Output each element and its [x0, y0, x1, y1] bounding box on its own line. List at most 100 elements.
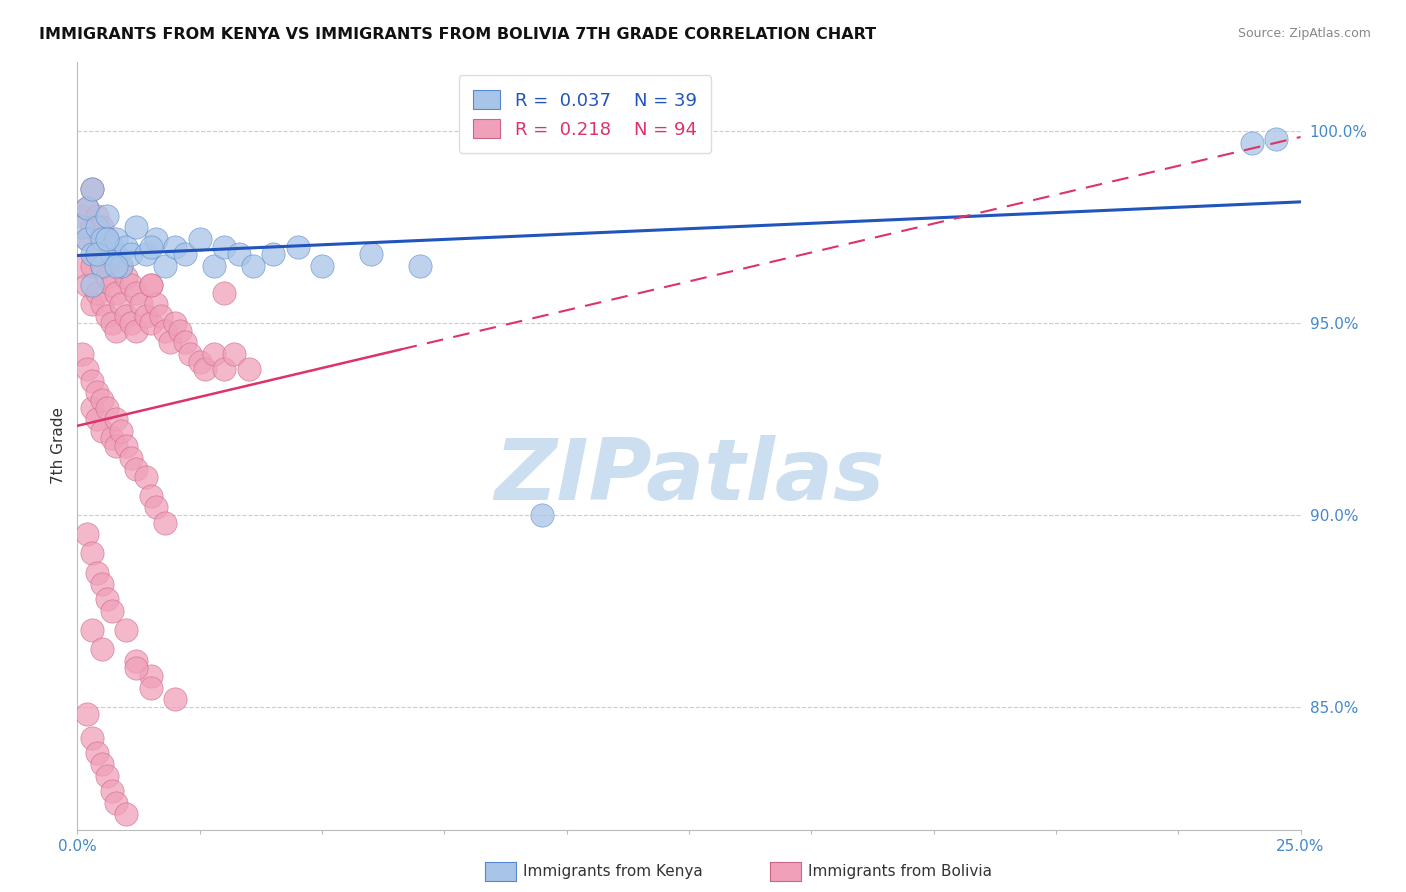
Point	[139, 239, 162, 253]
Point	[105, 285, 128, 300]
Point	[212, 239, 235, 253]
Point	[105, 796, 128, 810]
Point	[90, 297, 112, 311]
Point	[139, 277, 162, 292]
Point	[90, 259, 112, 273]
Point	[80, 297, 103, 311]
Point	[110, 297, 132, 311]
Point	[287, 239, 309, 253]
Point	[76, 201, 98, 215]
Point	[145, 297, 167, 311]
Point	[212, 285, 235, 300]
Point	[115, 270, 138, 285]
Point	[120, 450, 142, 465]
Point	[125, 324, 148, 338]
Point	[222, 347, 245, 361]
Point	[165, 316, 187, 330]
Point	[139, 669, 162, 683]
Point	[76, 201, 98, 215]
Point	[1265, 132, 1288, 146]
Point	[96, 309, 118, 323]
Point	[76, 277, 98, 292]
Point	[179, 347, 201, 361]
Point	[105, 247, 128, 261]
Point	[165, 692, 187, 706]
Point	[110, 259, 132, 273]
Point	[115, 239, 138, 253]
Point	[90, 424, 112, 438]
Point	[145, 500, 167, 515]
Point	[139, 489, 162, 503]
Point	[202, 259, 225, 273]
Point	[129, 297, 152, 311]
Point	[96, 769, 118, 783]
Point	[80, 374, 103, 388]
Point	[100, 316, 122, 330]
Point	[1240, 136, 1263, 150]
Point	[90, 232, 112, 246]
Point	[155, 324, 177, 338]
Point	[80, 277, 103, 292]
Point	[86, 385, 108, 400]
Point	[86, 746, 108, 760]
Point	[110, 424, 132, 438]
Point	[105, 412, 128, 426]
Point	[188, 354, 211, 368]
Point	[135, 469, 157, 483]
Point	[155, 516, 177, 530]
Point	[100, 431, 122, 445]
Point	[125, 654, 148, 668]
Point	[96, 270, 118, 285]
Point	[125, 220, 148, 235]
Point	[139, 277, 162, 292]
Point	[86, 412, 108, 426]
Point	[80, 182, 103, 196]
Point	[212, 362, 235, 376]
Point	[90, 392, 112, 407]
Point	[100, 239, 122, 253]
Point	[96, 232, 118, 246]
Point	[76, 527, 98, 541]
Point	[149, 309, 172, 323]
Point	[76, 232, 98, 246]
Point	[125, 285, 148, 300]
Point	[100, 277, 122, 292]
Point	[100, 239, 122, 253]
Legend: R =  0.037    N = 39, R =  0.218    N = 94: R = 0.037 N = 39, R = 0.218 N = 94	[458, 75, 711, 153]
Point	[86, 247, 108, 261]
Point	[188, 232, 211, 246]
Y-axis label: 7th Grade: 7th Grade	[51, 408, 66, 484]
Point	[90, 642, 112, 657]
Point	[76, 707, 98, 722]
Point	[105, 232, 128, 246]
Point	[125, 462, 148, 476]
Point	[90, 220, 112, 235]
Point	[96, 401, 118, 415]
Point	[120, 247, 142, 261]
Point	[100, 247, 122, 261]
Point	[120, 277, 142, 292]
Point	[169, 324, 191, 338]
Point	[193, 362, 215, 376]
Point	[76, 232, 98, 246]
Point	[531, 508, 554, 522]
Point	[100, 604, 122, 618]
Point	[80, 546, 103, 560]
Point	[165, 239, 187, 253]
Point	[125, 661, 148, 675]
Point	[159, 335, 181, 350]
Point	[86, 209, 108, 223]
Point	[120, 316, 142, 330]
Point	[86, 285, 108, 300]
Point	[311, 259, 333, 273]
Point	[139, 316, 162, 330]
Point	[90, 577, 112, 591]
Text: ZIPatlas: ZIPatlas	[494, 435, 884, 518]
Point	[115, 309, 138, 323]
Point	[100, 784, 122, 798]
Point	[135, 247, 157, 261]
Point	[86, 247, 108, 261]
Point	[155, 259, 177, 273]
Point	[80, 731, 103, 745]
Point	[80, 259, 103, 273]
